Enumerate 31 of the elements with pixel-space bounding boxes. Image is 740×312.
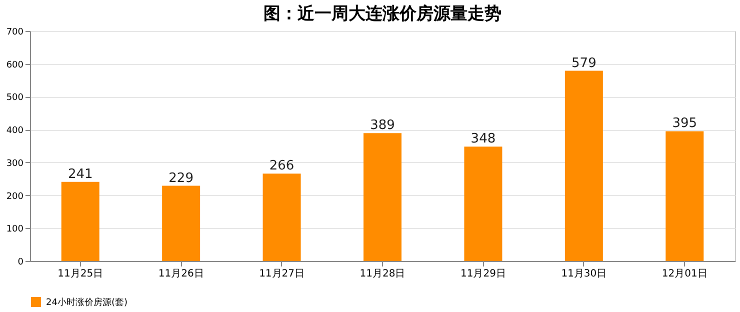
- data-label: 389: [370, 118, 395, 134]
- legend-label: 24小时涨价房源(套): [46, 297, 128, 308]
- data-label: 229: [168, 170, 194, 186]
- bar: [666, 131, 704, 261]
- bar: [564, 70, 603, 261]
- bar: [262, 174, 301, 261]
- y-tick-label: 200: [6, 192, 24, 202]
- y-tick-label: 600: [6, 60, 24, 70]
- y-tick-label: 300: [6, 158, 24, 169]
- x-tick-label: 12月01日: [662, 268, 708, 280]
- data-label: 579: [572, 56, 596, 71]
- data-label: 395: [672, 116, 698, 132]
- data-label: 348: [470, 132, 496, 147]
- x-tick-label: 11月29日: [460, 268, 506, 280]
- bar: [364, 133, 402, 261]
- y-tick-label: 400: [6, 126, 24, 136]
- y-tick-label: 100: [6, 224, 24, 235]
- data-label: 241: [68, 166, 93, 182]
- x-tick-label: 11月25日: [58, 268, 104, 280]
- x-tick-label: 11月30日: [561, 268, 607, 280]
- x-tick-label: 11月26日: [158, 268, 204, 280]
- y-tick-label: 500: [6, 93, 24, 104]
- x-tick-label: 11月28日: [360, 268, 406, 280]
- chart-title: 图：近一周大连涨价房源量走势: [264, 4, 502, 24]
- bar: [61, 182, 100, 261]
- y-tick-label: 0: [18, 258, 24, 268]
- bar: [464, 146, 502, 261]
- x-tick-label: 11月27日: [259, 268, 305, 280]
- data-label: 266: [269, 158, 294, 174]
- y-tick-label: 700: [6, 28, 24, 38]
- bar: [162, 186, 200, 261]
